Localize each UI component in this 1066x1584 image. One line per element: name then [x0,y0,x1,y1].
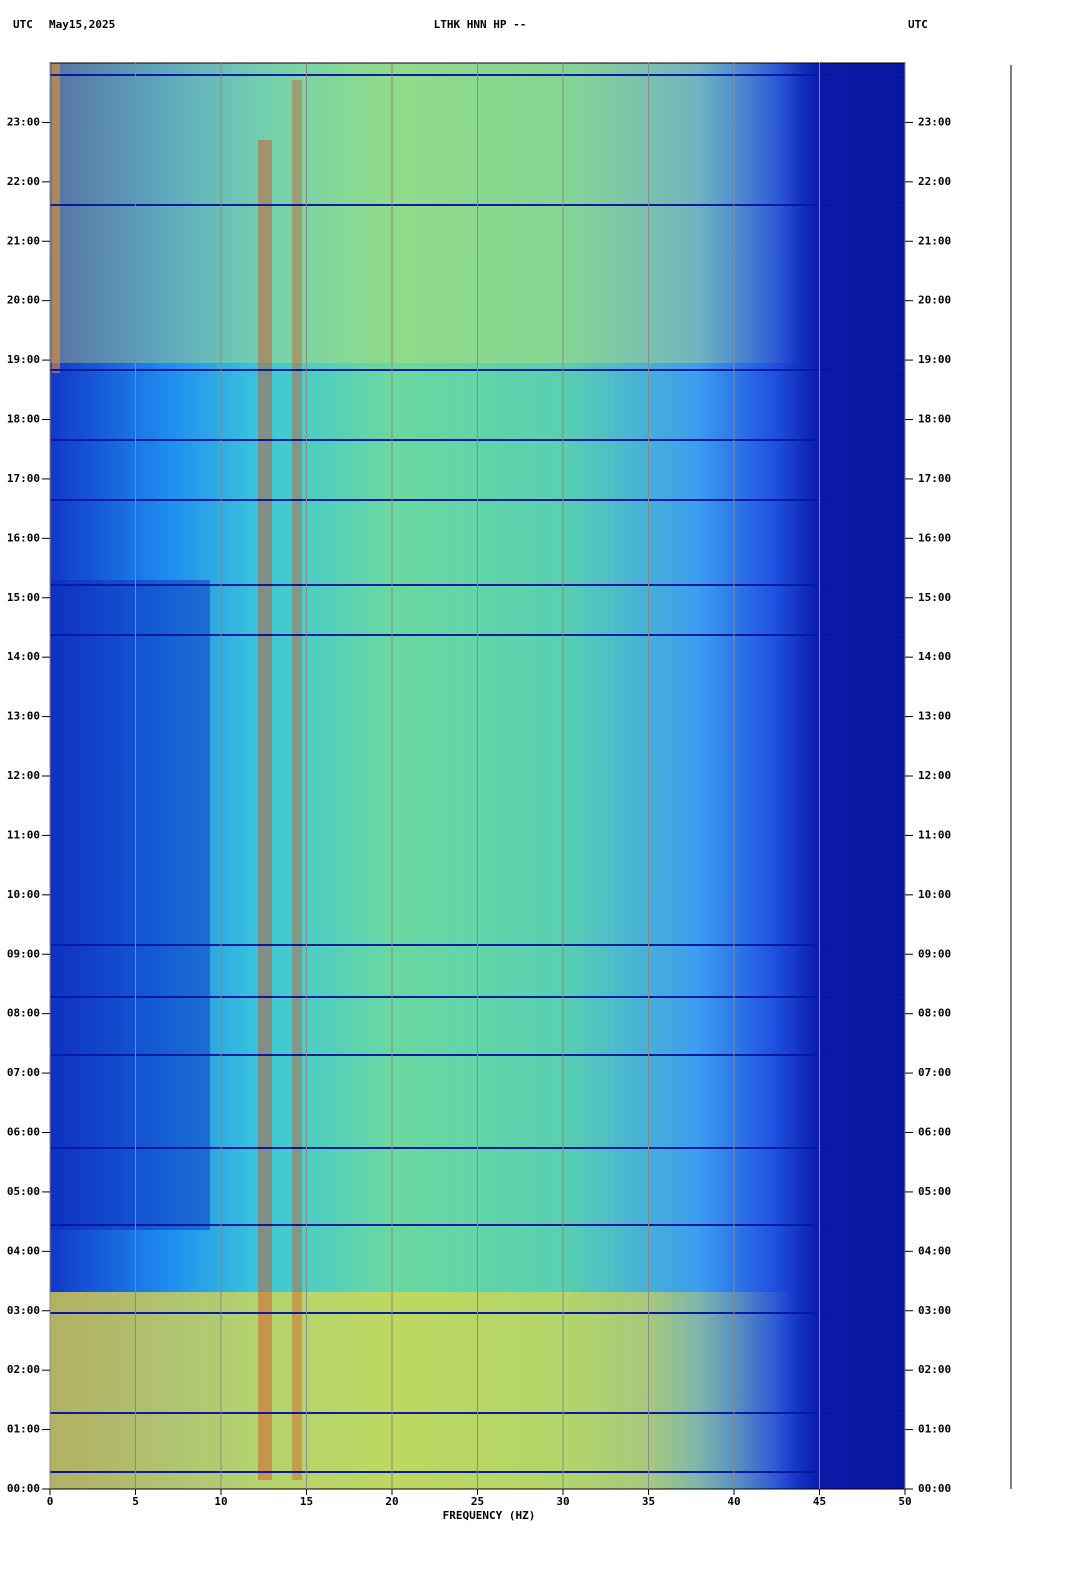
y-tick-label: 19:00 [7,353,40,366]
x-tick-label: 35 [642,1495,655,1508]
y-tick-label: 21:00 [7,234,40,247]
chart-title: LTHK HNN HP -- [434,18,527,31]
x-tick-label: 30 [556,1495,569,1508]
y-tick-label: 05:00 [918,1185,951,1198]
y-tick-label: 15:00 [918,591,951,604]
spectrogram-band [292,80,302,1480]
x-axis-label: FREQUENCY (HZ) [443,1509,536,1522]
y-tick-label: 10:00 [918,888,951,901]
y-tick-label: 22:00 [7,175,40,188]
y-tick-label: 20:00 [7,294,40,307]
y-tick-label: 00:00 [7,1482,40,1495]
y-tick-label: 06:00 [918,1126,951,1139]
x-tick-label: 0 [47,1495,54,1508]
y-tick-label: 04:00 [918,1244,951,1257]
y-tick-label: 07:00 [7,1066,40,1079]
y-tick-label: 03:00 [7,1304,40,1317]
y-tick-label: 13:00 [918,710,951,723]
y-tick-label: 17:00 [918,472,951,485]
y-tick-label: 04:00 [7,1244,40,1257]
y-tick-label: 18:00 [7,413,40,426]
x-tick-label: 10 [214,1495,227,1508]
y-tick-label: 14:00 [918,650,951,663]
y-tick-label: 12:00 [7,769,40,782]
x-tick-label: 40 [727,1495,740,1508]
y-tick-label: 19:00 [918,353,951,366]
spectrogram-band [50,580,210,1230]
spectrogram-band [258,140,272,1480]
x-tick-label: 25 [471,1495,484,1508]
y-tick-label: 18:00 [918,413,951,426]
timezone-label: UTC [13,18,33,31]
y-tick-label: 20:00 [918,294,951,307]
y-tick-label: 12:00 [918,769,951,782]
y-tick-label: 01:00 [918,1423,951,1436]
y-tick-label: 10:00 [7,888,40,901]
y-tick-label: 06:00 [7,1126,40,1139]
y-tick-label: 23:00 [918,115,951,128]
y-tick-label: 05:00 [7,1185,40,1198]
y-tick-label: 08:00 [7,1007,40,1020]
y-tick-label: 09:00 [7,947,40,960]
y-tick-label: 16:00 [918,531,951,544]
y-tick-label: 03:00 [918,1304,951,1317]
timezone-label: UTC [908,18,928,31]
y-tick-label: 00:00 [918,1482,951,1495]
y-tick-label: 16:00 [7,531,40,544]
date-label: May15,2025 [49,18,115,31]
x-tick-label: 5 [132,1495,139,1508]
x-tick-label: 15 [300,1495,313,1508]
y-tick-label: 22:00 [918,175,951,188]
y-tick-label: 08:00 [918,1007,951,1020]
y-tick-label: 01:00 [7,1423,40,1436]
y-tick-label: 11:00 [918,828,951,841]
x-tick-label: 45 [813,1495,826,1508]
x-tick-label: 20 [385,1495,398,1508]
x-tick-label: 50 [898,1495,911,1508]
y-tick-label: 11:00 [7,828,40,841]
spectrogram-band [52,63,60,373]
y-tick-label: 23:00 [7,115,40,128]
y-tick-label: 14:00 [7,650,40,663]
y-tick-label: 15:00 [7,591,40,604]
y-tick-label: 13:00 [7,710,40,723]
y-tick-label: 02:00 [7,1363,40,1376]
y-tick-label: 17:00 [7,472,40,485]
y-tick-label: 21:00 [918,234,951,247]
y-tick-label: 09:00 [918,947,951,960]
y-tick-label: 07:00 [918,1066,951,1079]
y-tick-label: 02:00 [918,1363,951,1376]
